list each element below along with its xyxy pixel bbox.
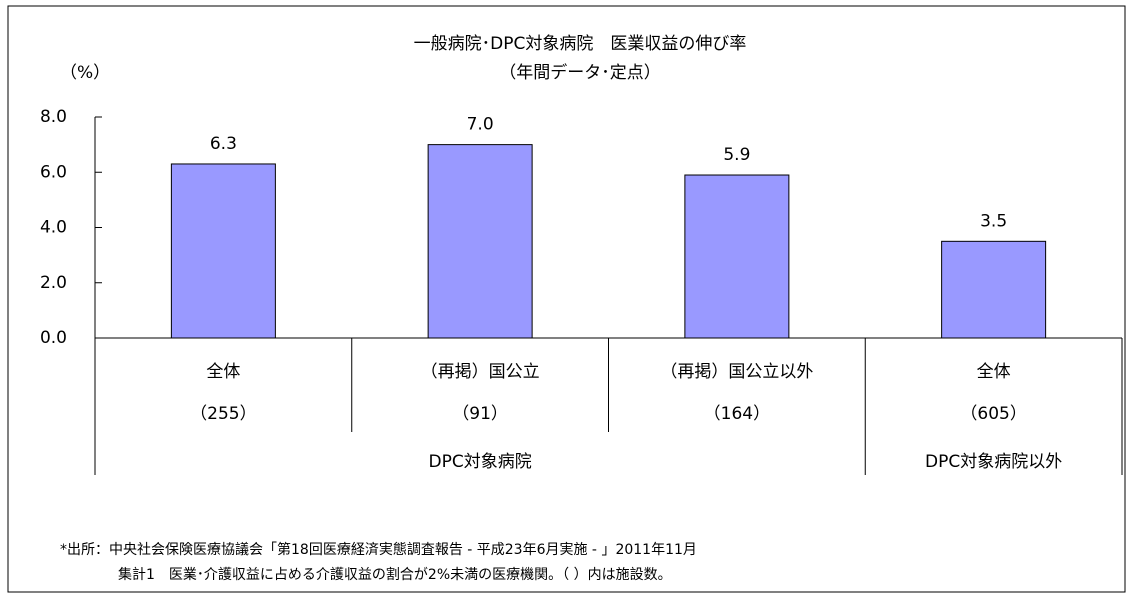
group-label: DPC対象病院	[429, 452, 532, 472]
chart-title: 一般病院･DPC対象病院 医業収益の伸び率	[414, 34, 747, 54]
count-label: （164）	[704, 404, 770, 424]
group-label: DPC対象病院以外	[925, 452, 1062, 472]
x-tick-label: 全体	[977, 362, 1011, 382]
y-tick-label: 6.0	[40, 162, 67, 182]
x-tick-label: （再掲）国公立	[421, 362, 540, 382]
chart-subtitle: （年間データ･定点）	[499, 62, 661, 83]
count-label: （91）	[452, 404, 508, 424]
frame	[7, 5, 1126, 593]
footnote: *出所：中央社会保険医療協議会「第18回医療経済実態調査報告 - 平成23年6月…	[60, 541, 697, 558]
y-axis-label: （%）	[60, 63, 110, 83]
y-tick-label: 4.0	[40, 218, 67, 238]
y-tick-label: 8.0	[40, 107, 67, 127]
footnote: 集計1 医業･介護収益に占める介護収益の割合が2%未満の医療機関。（ ）内は施設…	[118, 566, 672, 583]
x-tick-label: 全体	[206, 362, 240, 382]
data-label: 7.0	[467, 115, 494, 135]
bar	[427, 144, 533, 339]
count-label: （605）	[960, 404, 1026, 424]
bar	[941, 240, 1047, 339]
bar	[684, 174, 790, 339]
data-label: 5.9	[723, 145, 750, 165]
count-label: （255）	[190, 404, 256, 424]
x-tick-label: （再掲）国公立以外	[660, 362, 813, 382]
y-tick-label: 2.0	[40, 273, 67, 293]
bar	[170, 163, 276, 339]
data-label: 6.3	[210, 134, 237, 154]
data-label: 3.5	[980, 211, 1007, 231]
y-tick-label: 0.0	[40, 328, 67, 348]
